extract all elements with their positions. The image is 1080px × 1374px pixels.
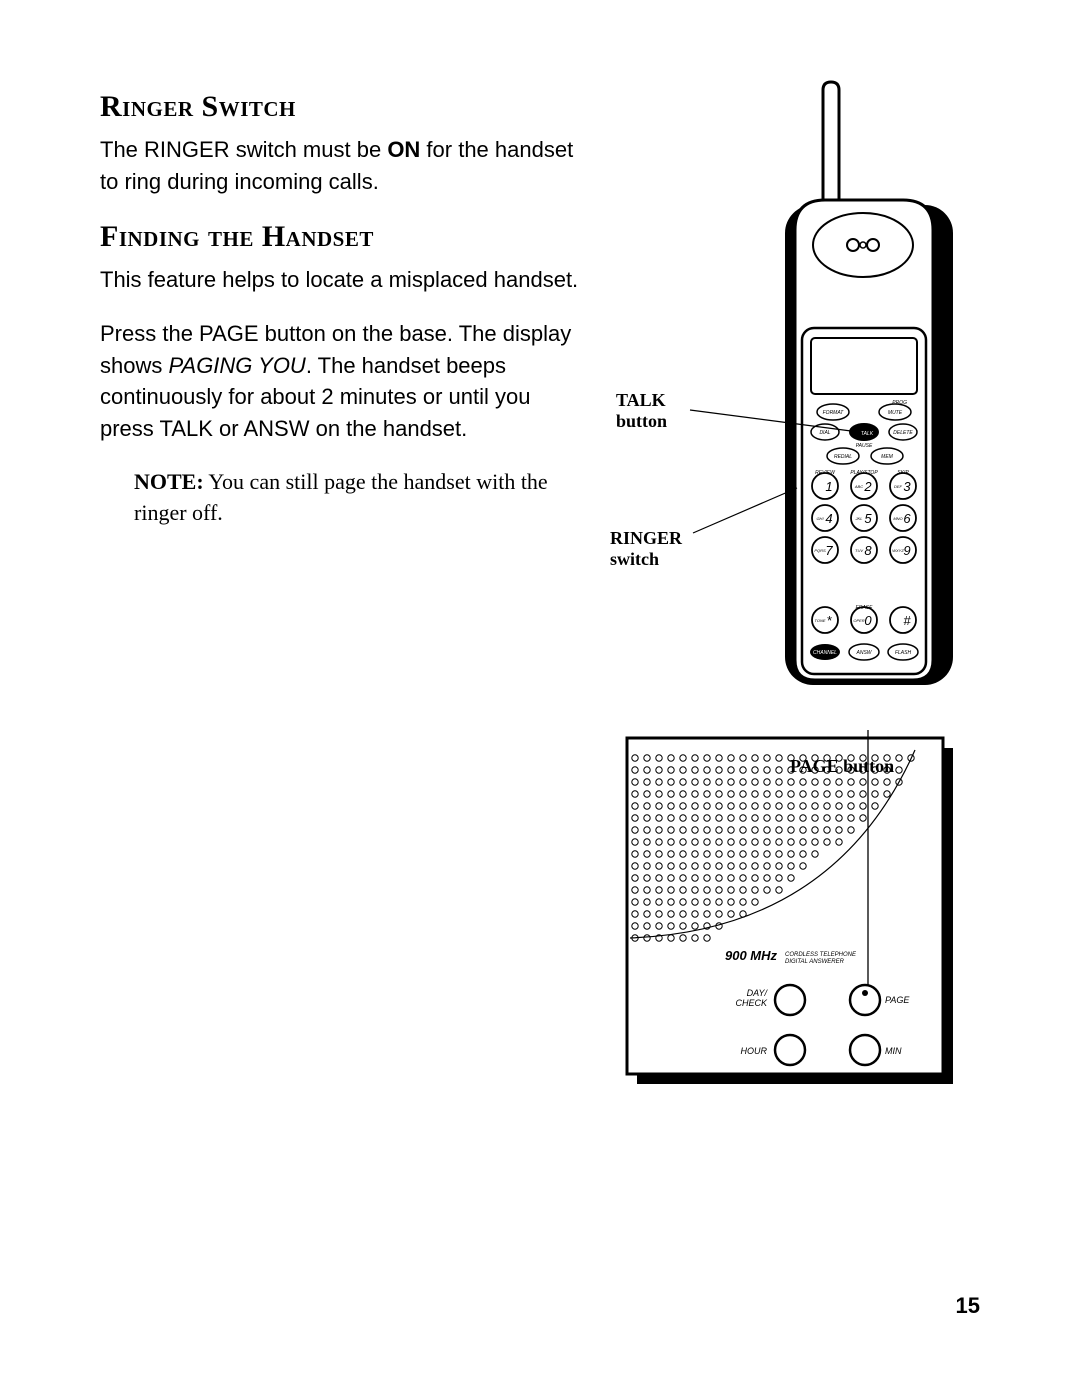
para-ringer: The RINGER switch must be ON for the han…: [100, 134, 590, 198]
svg-text:ABC: ABC: [854, 484, 863, 489]
svg-text:JKL: JKL: [855, 516, 863, 521]
handset-diagram: PROG FORMAT MUTE DIAL TALK DELETE PAUSE …: [675, 80, 955, 690]
svg-text:#: #: [903, 613, 911, 628]
svg-text:8: 8: [864, 543, 872, 558]
svg-text:MIN: MIN: [885, 1046, 902, 1056]
para-find-1: This feature helps to locate a misplaced…: [100, 264, 590, 296]
heading-ringer-switch: Ringer Switch: [100, 90, 590, 124]
svg-text:5: 5: [864, 511, 872, 526]
svg-text:GHI: GHI: [816, 516, 824, 521]
page-number: 15: [956, 1293, 980, 1319]
para-find-2: Press the PAGE button on the base. The d…: [100, 318, 590, 446]
svg-text:7: 7: [825, 543, 833, 558]
svg-text:ERASE: ERASE: [856, 605, 874, 611]
svg-text:0: 0: [864, 613, 872, 628]
svg-text:PQRS: PQRS: [814, 548, 826, 553]
svg-text:DAY/: DAY/: [747, 988, 769, 998]
svg-text:CHECK: CHECK: [735, 998, 768, 1008]
svg-text:900 MHz: 900 MHz: [725, 948, 778, 963]
svg-text:1: 1: [825, 479, 832, 494]
base-diagram: 900 MHz CORDLESS TELEPHONE DIGITAL ANSWE…: [615, 730, 955, 1090]
svg-text:4: 4: [825, 511, 832, 526]
svg-text:ANSW: ANSW: [856, 650, 873, 656]
svg-text:TUV: TUV: [855, 548, 863, 553]
svg-text:DIGITAL ANSWERER: DIGITAL ANSWERER: [785, 959, 845, 965]
label-page-button: PAGE button: [790, 756, 894, 777]
note-block: NOTE: You can still page the handset wit…: [134, 467, 590, 529]
heading-finding-handset: Finding the Handset: [100, 220, 590, 254]
svg-text:DEF: DEF: [894, 484, 903, 489]
svg-text:9: 9: [903, 543, 910, 558]
svg-text:MUTE: MUTE: [888, 410, 903, 416]
svg-text:OPER: OPER: [853, 618, 864, 623]
svg-text:DIAL: DIAL: [819, 430, 830, 436]
note-label: NOTE:: [134, 469, 204, 494]
svg-text:MEM: MEM: [881, 454, 894, 460]
svg-text:TONE: TONE: [814, 618, 825, 623]
svg-text:MNO: MNO: [893, 516, 902, 521]
italic-paging: PAGING YOU: [168, 353, 305, 378]
svg-text:PAGE: PAGE: [885, 995, 910, 1005]
svg-text:TALK: TALK: [861, 431, 874, 437]
svg-text:FORMAT: FORMAT: [823, 410, 845, 416]
svg-text:CORDLESS TELEPHONE: CORDLESS TELEPHONE: [785, 952, 857, 958]
svg-text:3: 3: [903, 479, 911, 494]
bold-on: ON: [387, 137, 420, 162]
svg-text:FLASH: FLASH: [895, 650, 912, 656]
svg-text:CHANNEL: CHANNEL: [813, 650, 837, 656]
svg-text:WXYZ: WXYZ: [892, 548, 904, 553]
label-ringer-switch: RINGERswitch: [610, 528, 682, 569]
label-talk-button: TALK button: [616, 390, 676, 431]
svg-text:2: 2: [863, 479, 872, 494]
svg-text:REDIAL: REDIAL: [834, 454, 852, 460]
svg-text:HOUR: HOUR: [741, 1046, 768, 1056]
svg-text:DELETE: DELETE: [893, 430, 913, 436]
svg-text:6: 6: [903, 511, 911, 526]
svg-text:PAUSE: PAUSE: [856, 443, 873, 449]
